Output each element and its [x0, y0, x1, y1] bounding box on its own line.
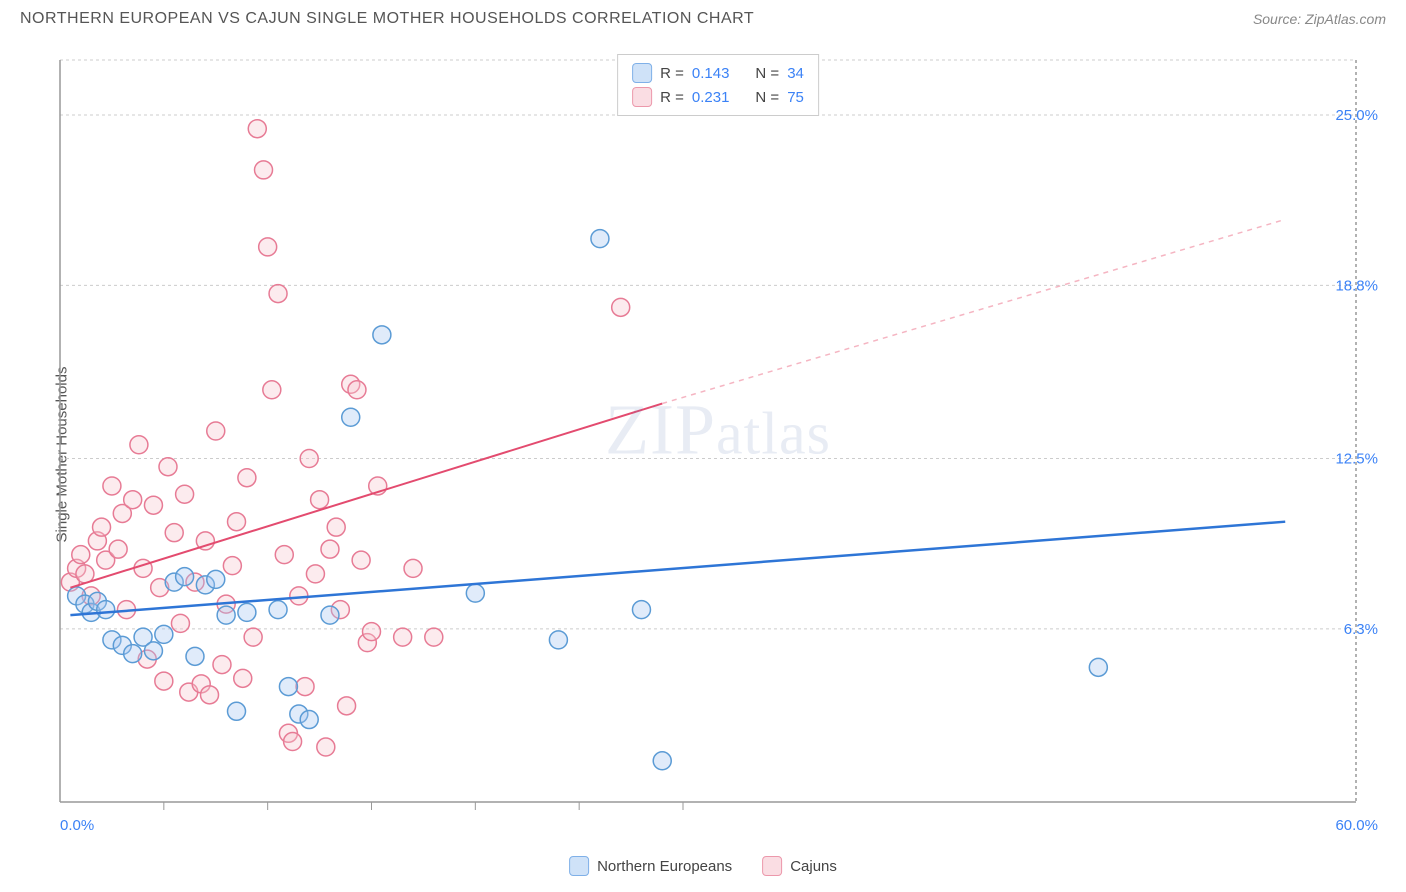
- n-label: N =: [755, 89, 779, 106]
- n-value-b: 75: [787, 89, 804, 106]
- legend-item-b: Cajuns: [762, 856, 837, 876]
- scatter-plot-svg: 6.3%12.5%18.8%25.0%0.0%60.0%: [50, 50, 1386, 842]
- svg-text:60.0%: 60.0%: [1335, 817, 1378, 834]
- correlation-legend: R = 0.143 N = 34 R = 0.231 N = 75: [617, 54, 819, 116]
- legend-label-a: Northern Europeans: [597, 858, 732, 875]
- svg-text:0.0%: 0.0%: [60, 817, 94, 834]
- swatch-a-icon: [569, 856, 589, 876]
- chart-container: Single Mother Households 6.3%12.5%18.8%2…: [50, 50, 1386, 842]
- swatch-b-icon: [762, 856, 782, 876]
- r-label: R =: [660, 89, 684, 106]
- legend-row-a: R = 0.143 N = 34: [632, 61, 804, 85]
- legend-label-b: Cajuns: [790, 858, 837, 875]
- n-value-a: 34: [787, 65, 804, 82]
- r-label: R =: [660, 65, 684, 82]
- n-label: N =: [755, 65, 779, 82]
- legend-item-a: Northern Europeans: [569, 856, 732, 876]
- svg-text:18.8%: 18.8%: [1335, 277, 1378, 294]
- r-value-a: 0.143: [692, 65, 730, 82]
- svg-text:6.3%: 6.3%: [1344, 621, 1378, 638]
- swatch-b: [632, 87, 652, 107]
- series-legend: Northern Europeans Cajuns: [569, 856, 837, 876]
- legend-row-b: R = 0.231 N = 75: [632, 85, 804, 109]
- r-value-b: 0.231: [692, 89, 730, 106]
- chart-title: NORTHERN EUROPEAN VS CAJUN SINGLE MOTHER…: [20, 10, 754, 28]
- swatch-a: [632, 63, 652, 83]
- source-attribution: Source: ZipAtlas.com: [1253, 11, 1386, 27]
